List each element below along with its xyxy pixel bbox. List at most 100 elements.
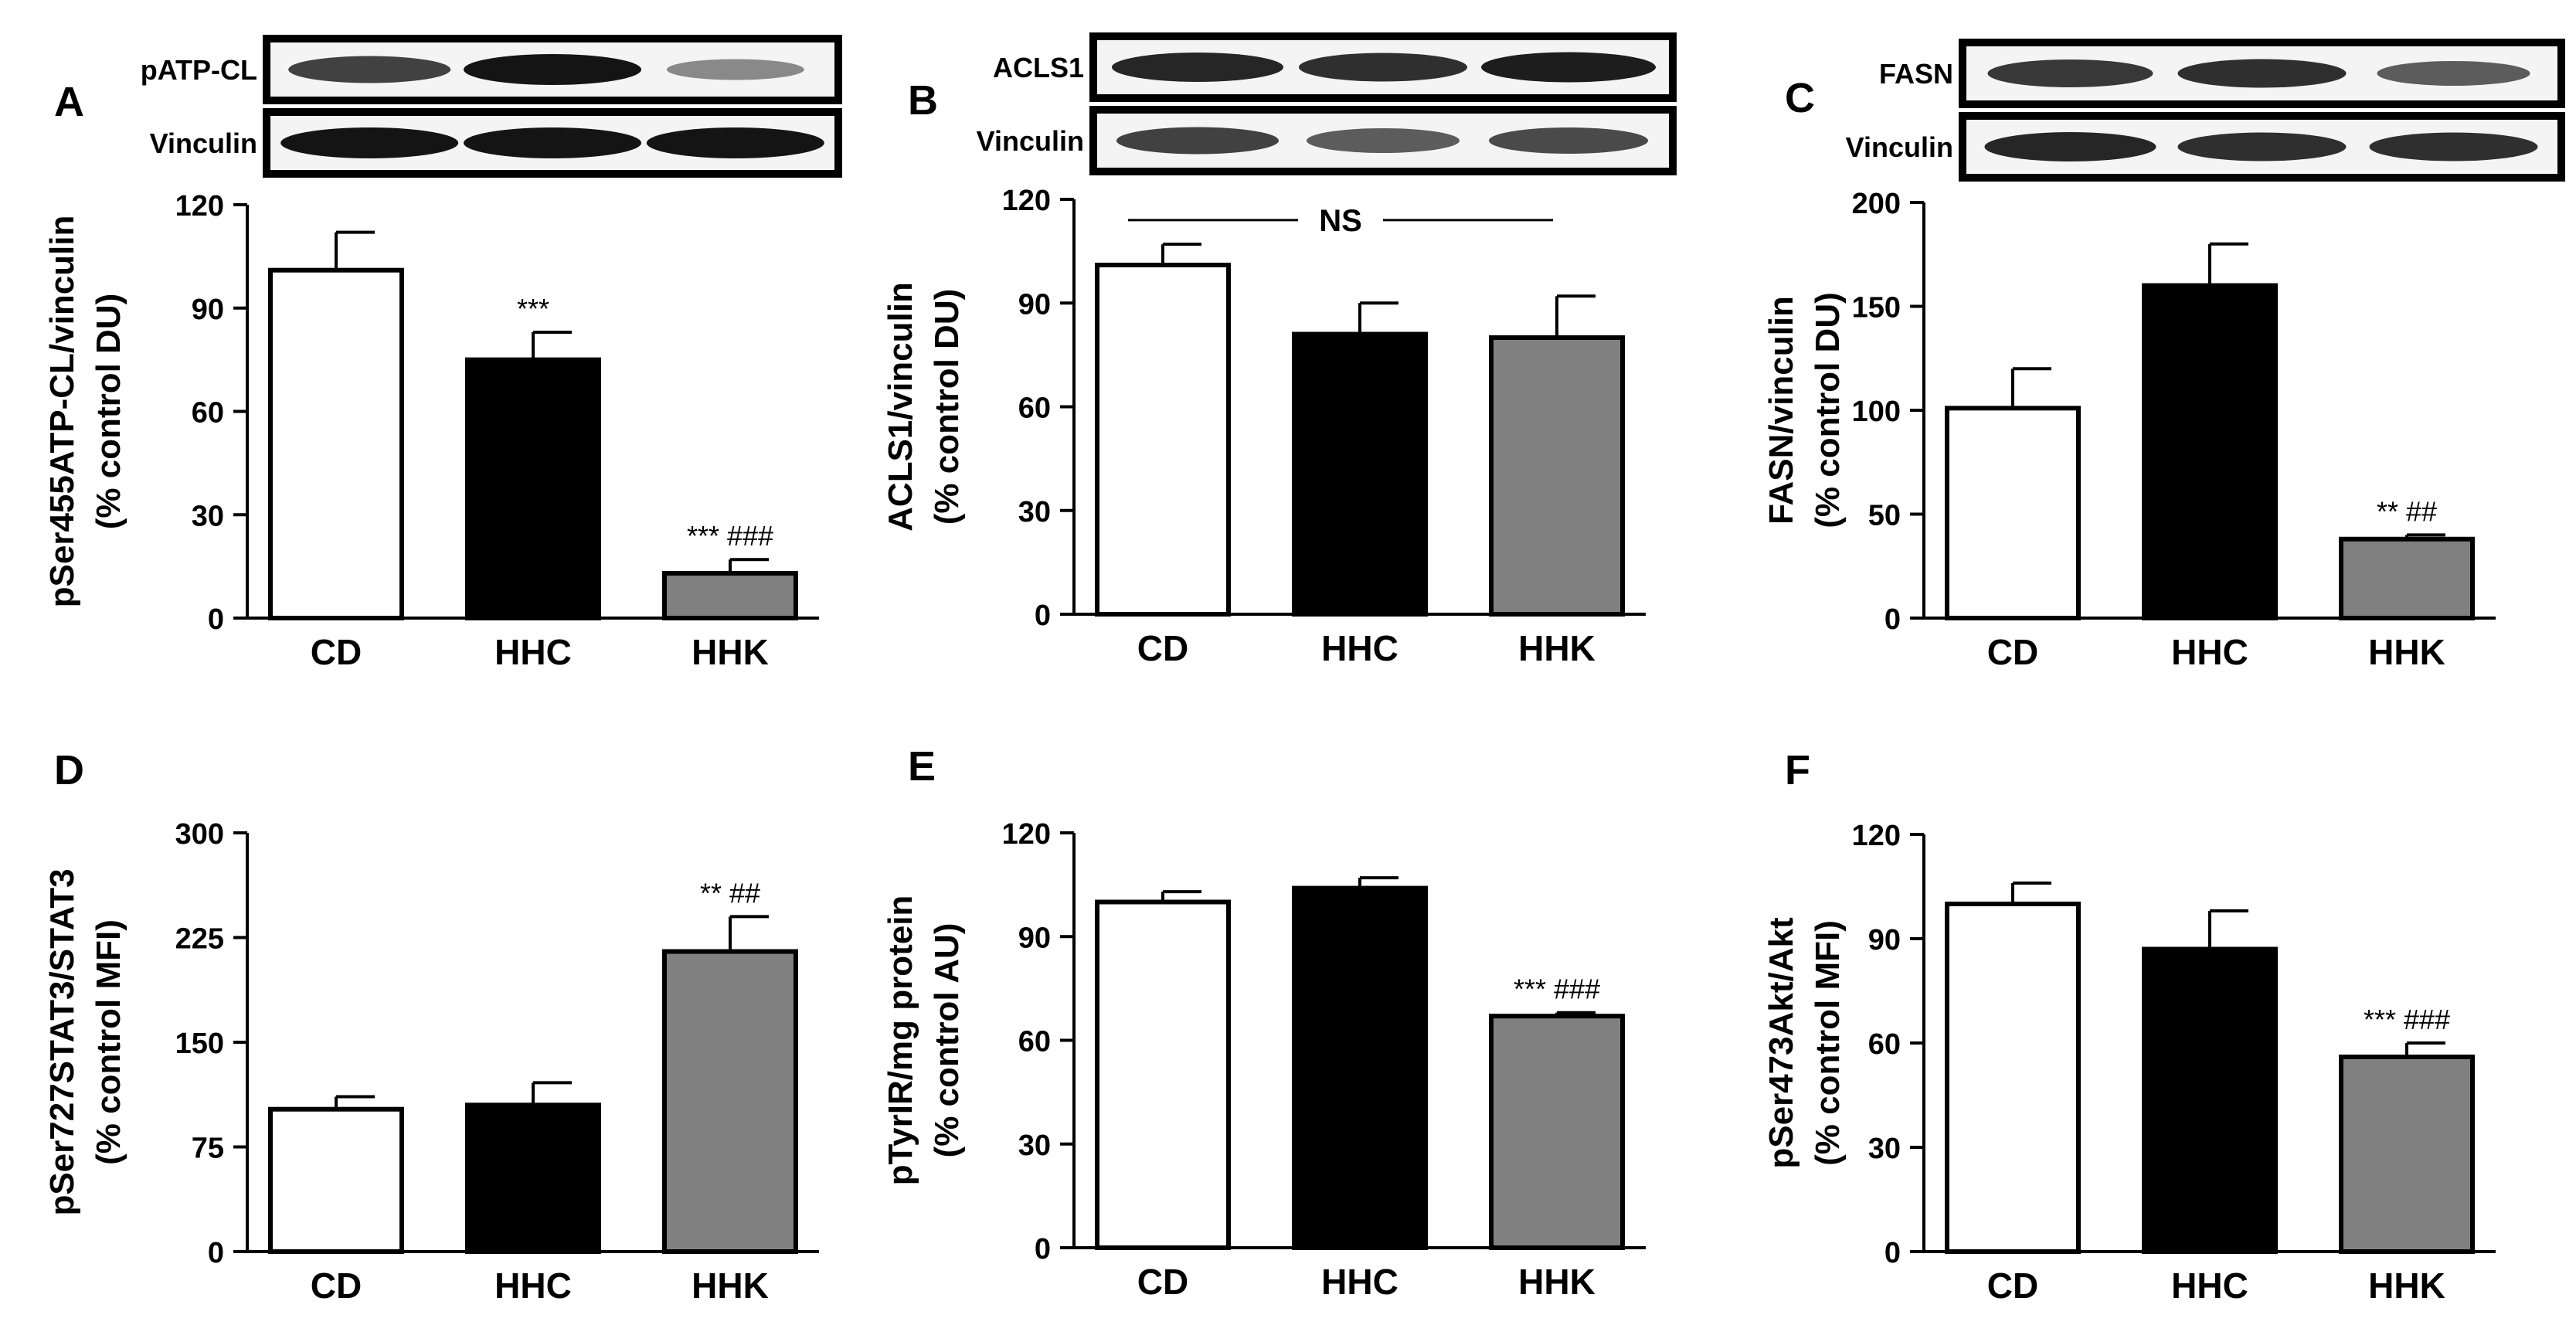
category-label: HHK xyxy=(2368,632,2445,672)
blot-label: Vinculin xyxy=(977,125,1084,157)
bar-cd xyxy=(268,267,404,620)
y-axis-label: (% control DU) xyxy=(1809,292,1847,528)
y-axis-label: pSer455ATP-CL/vinculin xyxy=(43,216,81,608)
blot-strip: ACLS1 xyxy=(993,32,1677,102)
y-tick-label: 30 xyxy=(1868,1133,1901,1165)
blot-band xyxy=(1489,127,1648,154)
y-tick-label: 50 xyxy=(1868,500,1901,532)
y-tick-label: 200 xyxy=(1852,188,1901,220)
y-axis-label: pSer473Akt/Akt xyxy=(1762,917,1800,1169)
y-tick-label: 225 xyxy=(175,923,224,956)
y-tick-label: 60 xyxy=(1018,392,1051,425)
category-label: HHK xyxy=(692,1266,769,1306)
y-axis-label: (% control AU) xyxy=(928,923,966,1158)
y-tick-label: 90 xyxy=(1868,924,1901,956)
blot-strip: FASN xyxy=(1879,39,2565,108)
bar-hhk xyxy=(662,571,798,621)
category-label: CD xyxy=(1987,1266,2038,1306)
panel-letter: E xyxy=(908,743,936,790)
bar-hhc xyxy=(465,1102,601,1255)
bar-cd xyxy=(1945,902,2081,1254)
blot-band xyxy=(1116,127,1279,155)
ns-label: NS xyxy=(1319,204,1362,238)
panel-letter: D xyxy=(54,747,84,793)
bar-hhk xyxy=(662,949,798,1254)
category-label: HHK xyxy=(692,632,769,672)
category-label: HHK xyxy=(2368,1266,2445,1306)
blot-band xyxy=(280,127,459,158)
bar-cd xyxy=(1095,263,1231,617)
blot-band xyxy=(1987,59,2153,87)
y-tick-label: 0 xyxy=(208,603,224,636)
category-label: CD xyxy=(1987,632,2038,672)
y-axis-label: (% control MFI) xyxy=(1809,920,1847,1166)
bar-cd xyxy=(1945,406,2081,620)
y-tick-label: 60 xyxy=(192,397,224,430)
bar-hhk xyxy=(2339,536,2475,621)
y-tick-label: 0 xyxy=(1884,1237,1901,1269)
y-tick-label: 30 xyxy=(192,500,224,532)
bar-cd xyxy=(1095,899,1231,1250)
bar-cd xyxy=(268,1106,404,1254)
y-axis-label: ACLS1/vinculin xyxy=(882,282,919,532)
category-label: CD xyxy=(1137,628,1188,668)
bar-hhk xyxy=(2339,1055,2475,1254)
blot-label: pATP-CL xyxy=(141,54,257,86)
blot-band xyxy=(464,54,641,85)
y-axis-label: (% control MFI) xyxy=(90,919,127,1165)
y-tick-label: 120 xyxy=(1852,820,1901,852)
panel-letter: A xyxy=(54,79,84,125)
y-tick-label: 120 xyxy=(175,190,224,223)
blot-band xyxy=(646,127,824,158)
y-axis-label: pSer727STAT3/STAT3 xyxy=(43,868,81,1215)
blot-band xyxy=(1112,53,1283,82)
bar-hhc xyxy=(2142,283,2278,620)
bar-hhc xyxy=(465,357,601,620)
category-label: HHK xyxy=(1518,628,1596,668)
y-tick-label: 300 xyxy=(175,818,224,851)
y-tick-label: 75 xyxy=(192,1133,224,1165)
category-label: CD xyxy=(311,632,362,672)
y-tick-label: 0 xyxy=(1884,603,1901,636)
panel-c: C 0 50 100 150 200 FASN/vinculin (% control DU)… xyxy=(1762,39,2565,672)
blot-strip: Vinculin xyxy=(1846,112,2565,182)
blot-band xyxy=(1984,132,2156,161)
significance-label: ** ## xyxy=(700,877,760,909)
bar-hhc xyxy=(1292,885,1428,1250)
y-tick-label: 100 xyxy=(1852,396,1901,428)
panel-e: E 0 30 60 90 120 pTyrIR/mg protein (% control A… xyxy=(882,743,1646,1302)
blot-band xyxy=(666,59,804,80)
significance-label: *** xyxy=(517,293,549,324)
y-tick-label: 120 xyxy=(1002,818,1051,851)
y-axis-label: FASN/vinculin xyxy=(1762,296,1800,525)
y-axis-label: (% control DU) xyxy=(90,294,127,530)
category-label: CD xyxy=(1137,1262,1188,1302)
blot-band xyxy=(464,127,641,158)
blot-band xyxy=(2377,61,2530,86)
blot-strip: Vinculin xyxy=(150,108,842,178)
y-axis-label: pTyrIR/mg protein xyxy=(882,895,919,1186)
category-label: HHK xyxy=(1518,1262,1596,1302)
category-label: HHC xyxy=(494,1266,572,1306)
y-tick-label: 90 xyxy=(192,294,224,326)
blot-band xyxy=(2177,132,2347,161)
y-tick-label: 30 xyxy=(1018,496,1051,528)
blot-label: Vinculin xyxy=(1846,131,1953,163)
significance-label: ** ## xyxy=(2377,495,2437,527)
category-label: HHC xyxy=(1321,1262,1398,1302)
y-axis-label: (% control DU) xyxy=(928,289,966,525)
y-tick-label: 60 xyxy=(1018,1026,1051,1058)
significance-label: *** ### xyxy=(687,520,773,552)
category-label: HHC xyxy=(494,632,572,672)
panel-letter: B xyxy=(908,77,938,124)
y-tick-label: 0 xyxy=(1035,600,1051,632)
y-tick-label: 60 xyxy=(1868,1028,1901,1061)
category-label: HHC xyxy=(2171,632,2248,672)
blot-band xyxy=(1481,52,1656,83)
blot-band xyxy=(1307,128,1460,153)
y-tick-label: 30 xyxy=(1018,1130,1051,1162)
category-label: CD xyxy=(311,1266,362,1306)
panel-d: D 0 75 150 225 300 pSer727STAT3/STAT3 (% contro… xyxy=(43,747,819,1306)
bar-hhk xyxy=(1489,1014,1625,1251)
